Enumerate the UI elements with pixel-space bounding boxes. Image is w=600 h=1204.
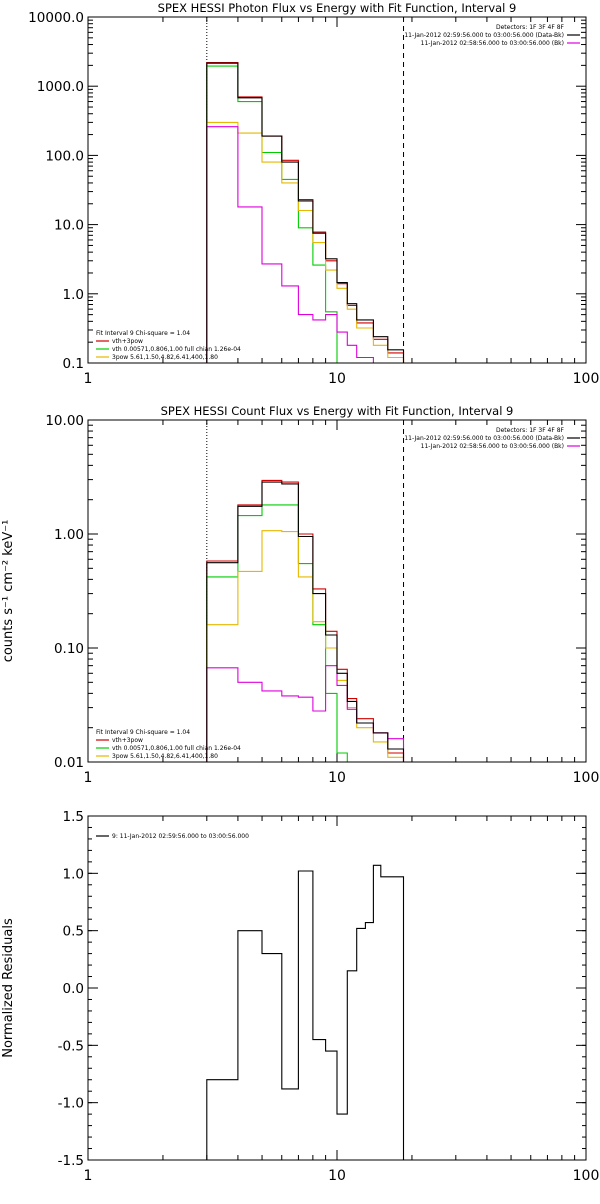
plot-frame [87,16,587,364]
y-tick-label: 0.10 [54,641,84,657]
series-line [206,65,348,363]
legend-entry-text: 11-Jan-2012 02:58:56.000 to 03:00:56.000… [421,443,564,450]
y-tick-label: 10000.0 [28,10,84,26]
y-axis-label: counts s⁻¹ cm⁻² keV⁻¹ [1,520,16,663]
x-tick-label: 100 [573,371,600,387]
series-line [206,62,405,363]
series-line [206,481,405,762]
y-tick-label: 1.00 [54,527,84,543]
chart-title: SPEX HESSI Photon Flux vs Energy with Fi… [158,1,517,15]
legend-entry-text: Detectors: 1F 3F 4F 8F [496,24,565,31]
y-tick-label: 100.0 [45,148,84,164]
legend-entry-text: 3pow 5.61,1.50,4.82,6.41,400,1.80 [112,753,218,760]
legend-title: Fit Interval 9 Chi-square = 1.04 [96,729,190,736]
y-tick-label: 10.0 [54,218,84,234]
legend-entry-text: 11-Jan-2012 02:59:56.000 to 03:00:56.000… [404,32,564,39]
legend-entry-text: 11-Jan-2012 02:59:56.000 to 03:00:56.000… [404,435,564,442]
legend-entry-text: vth 0.00571,0.806,1.00 full chian 1.26e-… [112,745,241,752]
y-tick-label: -0.5 [58,1038,84,1054]
y-tick-label: -1.0 [58,1096,84,1112]
series-line [206,665,405,762]
x-tick-label: 100 [573,1168,600,1184]
series-line [206,864,405,1160]
x-tick-label: 1 [84,1168,93,1184]
y-tick-label: 0.01 [54,755,84,771]
series-line [206,479,405,762]
chart-panel-1: SPEX HESSI Photon Flux vs Energy with Fi… [28,1,600,387]
y-tick-label: 1.0 [63,866,84,882]
x-tick-label: 100 [573,770,600,786]
x-tick-label: 1 [84,371,93,387]
y-tick-label: 1000.0 [37,79,84,95]
series-line [206,121,405,363]
plot-frame [87,815,587,1161]
y-tick-label: 1.0 [63,287,84,303]
x-tick-label: 1 [84,770,93,786]
y-tick-label: 0.5 [63,924,84,940]
plot-frame [87,419,587,763]
legend-entry-text: Detectors: 1F 3F 4F 8F [496,427,565,434]
legend-entry-text: vth+3pow [112,338,143,345]
series-line [206,504,348,762]
y-tick-label: -1.5 [58,1153,84,1169]
legend-entry-text: vth 0.00571,0.806,1.00 full chian 1.26e-… [112,346,241,353]
chart-panel-2: SPEX HESSI Count Flux vs Energy with Fit… [1,404,600,786]
y-tick-label: 0.1 [63,356,84,372]
legend-entry-text: vth+3pow [112,737,143,744]
legend-entry-text: 3pow 5.61,1.50,4.82,6.41,400,1.80 [112,354,218,361]
x-tick-label: 10 [328,770,346,786]
chart-title: SPEX HESSI Count Flux vs Energy with Fit… [161,404,514,418]
x-tick-label: 10 [328,1168,346,1184]
legend-entry-text: 11-Jan-2012 02:58:56.000 to 03:00:56.000… [421,40,564,47]
legend-entry-text: 9: 11-Jan-2012 02:59:56.000 to 03:00:56.… [112,833,249,840]
chart-panel-3: Normalized Residuals 1 10 100 -1.5 -1.0 -0.5 0.… [1,809,600,1184]
series-line [206,126,389,363]
y-axis-label: Normalized Residuals [1,918,16,1058]
series-line [206,530,405,762]
legend-title: Fit Interval 9 Chi-square = 1.04 [96,330,190,337]
y-tick-label: 10.00 [45,413,84,429]
y-tick-label: 0.0 [63,981,84,997]
x-tick-label: 10 [328,371,346,387]
y-tick-label: 1.5 [63,809,84,825]
